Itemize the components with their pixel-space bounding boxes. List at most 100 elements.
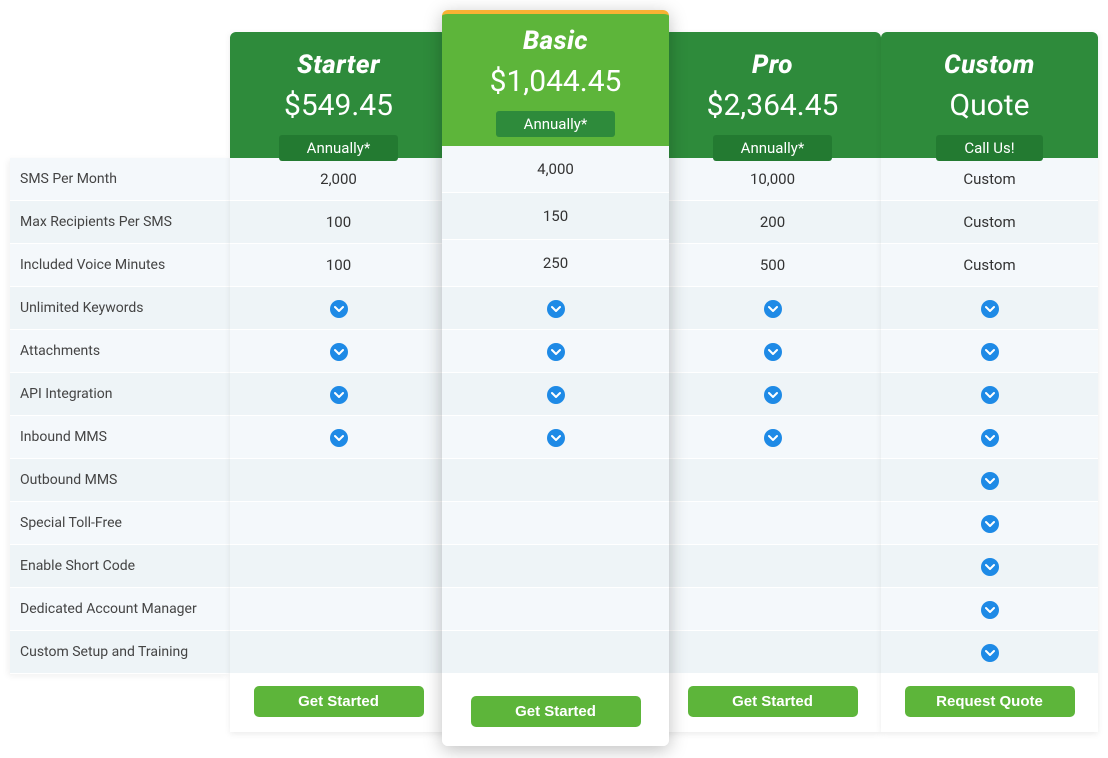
get-started-button[interactable]: Get Started bbox=[471, 696, 641, 727]
check-icon bbox=[981, 429, 999, 447]
check-icon bbox=[547, 429, 565, 447]
feature-value bbox=[664, 459, 881, 502]
feature-value: 10,000 bbox=[664, 158, 881, 201]
check-icon bbox=[330, 343, 348, 361]
feature-value bbox=[442, 287, 669, 330]
plan-price: $1,044.45 bbox=[442, 64, 669, 99]
get-started-button[interactable]: Get Started bbox=[254, 686, 424, 717]
feature-value: 2,000 bbox=[230, 158, 447, 201]
feature-value bbox=[230, 631, 447, 674]
feature-value bbox=[881, 502, 1098, 545]
feature-value bbox=[230, 459, 447, 502]
check-icon bbox=[330, 429, 348, 447]
feature-label: Outbound MMS bbox=[10, 459, 230, 502]
feature-value: Custom bbox=[881, 201, 1098, 244]
feature-value bbox=[881, 416, 1098, 459]
feature-value bbox=[664, 416, 881, 459]
plan-price: Quote bbox=[881, 88, 1098, 123]
plan-column-basic-featured: Basic $1,044.45 Annually* 4,000 150 250 … bbox=[442, 10, 669, 746]
feature-value bbox=[230, 588, 447, 631]
check-icon bbox=[981, 300, 999, 318]
feature-value bbox=[230, 373, 447, 416]
plan-badge: Annually* bbox=[279, 135, 399, 161]
plan-name: Basic bbox=[442, 26, 669, 56]
feature-label: Included Voice Minutes bbox=[10, 244, 230, 287]
feature-value bbox=[881, 588, 1098, 631]
feature-labels-column: SMS Per Month Max Recipients Per SMS Inc… bbox=[10, 158, 230, 674]
feature-label: Custom Setup and Training bbox=[10, 631, 230, 674]
check-icon bbox=[981, 601, 999, 619]
plan-price: $549.45 bbox=[230, 88, 447, 123]
check-icon bbox=[764, 300, 782, 318]
cta-row: Request Quote bbox=[881, 674, 1098, 732]
plan-badge: Call Us! bbox=[936, 135, 1042, 161]
feature-value bbox=[664, 287, 881, 330]
plan-badge: Annually* bbox=[496, 111, 616, 137]
plan-header-pro: Pro $2,364.45 Annually* bbox=[664, 32, 881, 158]
feature-value bbox=[881, 459, 1098, 502]
check-icon bbox=[981, 644, 999, 662]
check-icon bbox=[547, 343, 565, 361]
check-icon bbox=[547, 386, 565, 404]
plan-column-custom: Custom Quote Call Us! Custom Custom Cust… bbox=[881, 32, 1098, 732]
feature-value bbox=[664, 502, 881, 545]
cta-row: Get Started bbox=[664, 674, 881, 732]
feature-value bbox=[664, 330, 881, 373]
plan-column-starter: Starter $549.45 Annually* 2,000 100 100 … bbox=[230, 32, 447, 732]
feature-value bbox=[230, 416, 447, 459]
plan-header-basic: Basic $1,044.45 Annually* bbox=[442, 10, 669, 146]
feature-value bbox=[442, 373, 669, 416]
feature-value bbox=[442, 545, 669, 588]
feature-value bbox=[664, 588, 881, 631]
feature-value bbox=[442, 588, 669, 631]
check-icon bbox=[981, 472, 999, 490]
feature-value: Custom bbox=[881, 158, 1098, 201]
feature-value bbox=[664, 373, 881, 416]
feature-value bbox=[881, 330, 1098, 373]
plan-name: Starter bbox=[230, 50, 447, 80]
feature-value bbox=[881, 373, 1098, 416]
request-quote-button[interactable]: Request Quote bbox=[905, 686, 1075, 717]
feature-value: 500 bbox=[664, 244, 881, 287]
feature-value bbox=[442, 416, 669, 459]
feature-value bbox=[664, 545, 881, 588]
feature-value: 100 bbox=[230, 201, 447, 244]
check-icon bbox=[764, 386, 782, 404]
plan-name: Custom bbox=[881, 50, 1098, 80]
plan-header-custom: Custom Quote Call Us! bbox=[881, 32, 1098, 158]
feature-label: Max Recipients Per SMS bbox=[10, 201, 230, 244]
plan-name: Pro bbox=[664, 50, 881, 80]
feature-label: Inbound MMS bbox=[10, 416, 230, 459]
feature-value: 150 bbox=[442, 193, 669, 240]
feature-value bbox=[442, 631, 669, 674]
feature-value: 100 bbox=[230, 244, 447, 287]
feature-value: Custom bbox=[881, 244, 1098, 287]
feature-value bbox=[442, 459, 669, 502]
feature-label: Special Toll-Free bbox=[10, 502, 230, 545]
feature-value bbox=[881, 287, 1098, 330]
feature-value: 250 bbox=[442, 240, 669, 287]
get-started-button[interactable]: Get Started bbox=[688, 686, 858, 717]
plan-badge: Annually* bbox=[713, 135, 833, 161]
feature-label: SMS Per Month bbox=[10, 158, 230, 201]
feature-value bbox=[230, 502, 447, 545]
feature-label: Enable Short Code bbox=[10, 545, 230, 588]
feature-value bbox=[881, 545, 1098, 588]
feature-label: API Integration bbox=[10, 373, 230, 416]
cta-row: Get Started bbox=[442, 674, 669, 746]
check-icon bbox=[981, 558, 999, 576]
check-icon bbox=[330, 386, 348, 404]
feature-value: 200 bbox=[664, 201, 881, 244]
feature-label: Unlimited Keywords bbox=[10, 287, 230, 330]
feature-value bbox=[230, 545, 447, 588]
feature-value bbox=[230, 330, 447, 373]
feature-value: 4,000 bbox=[442, 146, 669, 193]
check-icon bbox=[330, 300, 348, 318]
feature-value bbox=[442, 330, 669, 373]
feature-label: Dedicated Account Manager bbox=[10, 588, 230, 631]
check-icon bbox=[981, 515, 999, 533]
feature-value bbox=[442, 502, 669, 545]
check-icon bbox=[981, 386, 999, 404]
check-icon bbox=[547, 300, 565, 318]
feature-value bbox=[230, 287, 447, 330]
